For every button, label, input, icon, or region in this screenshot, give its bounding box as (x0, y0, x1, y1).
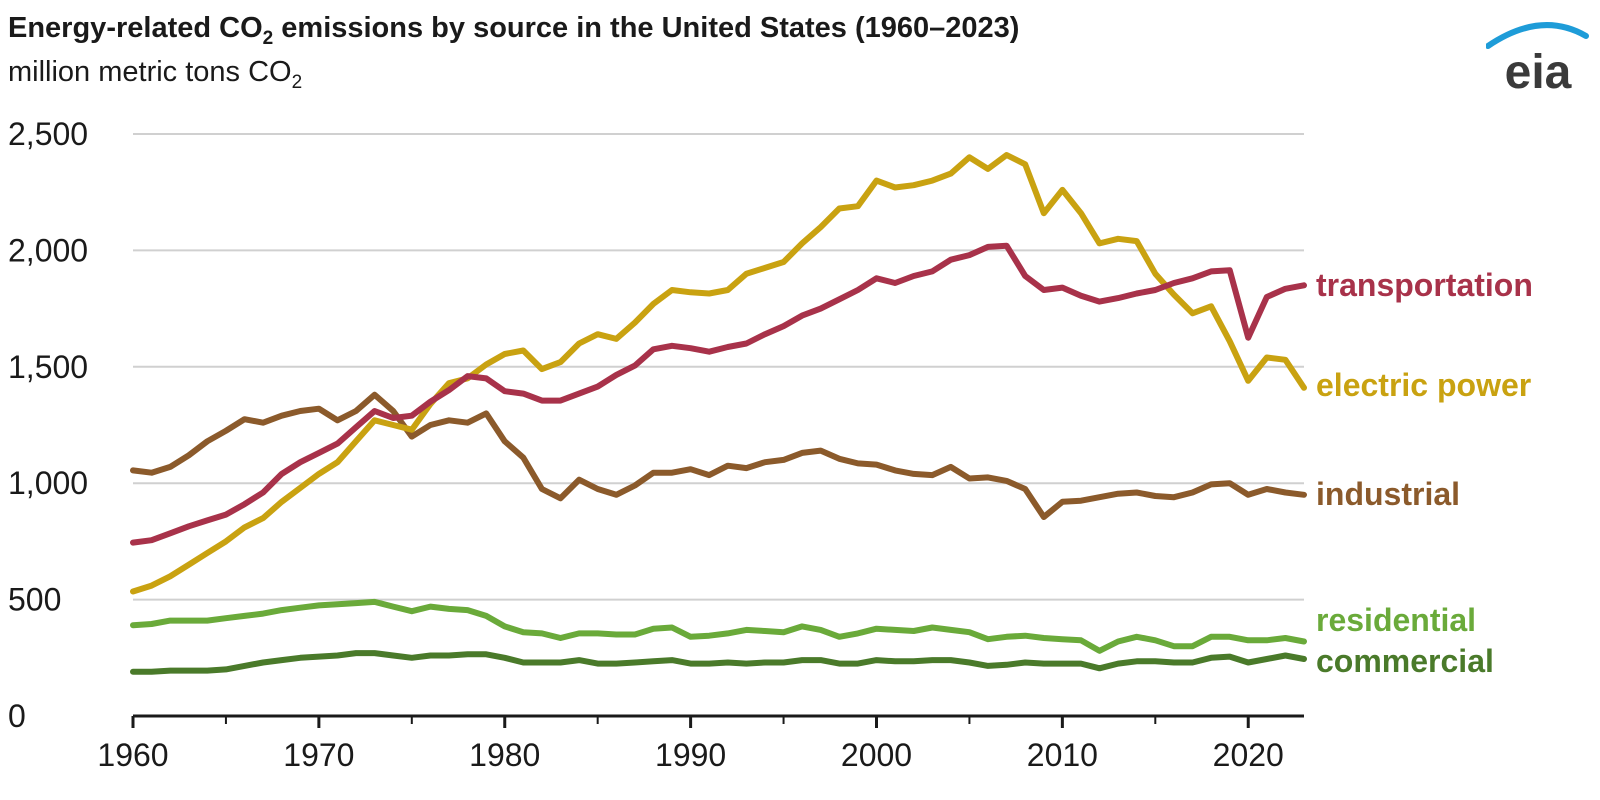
series-line-electric-power (130, 152, 1307, 595)
y-tick-label: 1,500 (8, 349, 88, 385)
y-tick-label: 1,000 (8, 465, 88, 501)
axes: 0 500 1,000 1,500 2,000 2,500 1960 1970 1980 1990… (8, 116, 1304, 773)
logo-arc (1486, 22, 1589, 49)
y-tick-label: 500 (8, 582, 61, 618)
series-label-commercial: commercial (1316, 643, 1494, 679)
y-tick-label: 0 (8, 698, 26, 734)
subtitle-subscript: 2 (291, 71, 303, 93)
x-tick-label: 1980 (469, 737, 540, 773)
x-tick-label: 1960 (97, 737, 168, 773)
x-tick-label: 2010 (1027, 737, 1098, 773)
x-tick-label: 1990 (655, 737, 726, 773)
logo-text: eia (1505, 46, 1572, 98)
series-label-industrial: industrial (1316, 476, 1460, 512)
subtitle-text: million metric tons CO (8, 56, 292, 88)
series-line-residential (130, 598, 1307, 654)
x-tick-label: 1970 (283, 737, 354, 773)
series-labels: transportation electric power industrial re… (1316, 267, 1533, 679)
series-line-commercial (130, 650, 1307, 675)
title-text-part1: Energy-related CO (8, 12, 263, 44)
chart-subtitle: million metric tons CO2 (8, 56, 302, 94)
x-tick-label: 2000 (841, 737, 912, 773)
x-tick-label: 2020 (1213, 737, 1284, 773)
series-line-industrial (130, 391, 1307, 520)
y-tick-label: 2,500 (8, 116, 88, 152)
series-lines (130, 152, 1307, 675)
series-label-residential: residential (1316, 602, 1476, 638)
series-label-electric-power: electric power (1316, 367, 1531, 403)
series-line-transportation (130, 242, 1307, 546)
gridlines (133, 133, 1304, 601)
eia-logo-icon: eia (1486, 22, 1589, 98)
chart-title: Energy-related CO2 emissions by source i… (8, 12, 1019, 50)
title-text-part2: emissions by source in the United States… (273, 12, 1020, 44)
title-subscript: 2 (262, 27, 274, 49)
y-tick-label: 2,000 (8, 232, 88, 268)
series-label-transportation: transportation (1316, 267, 1533, 303)
